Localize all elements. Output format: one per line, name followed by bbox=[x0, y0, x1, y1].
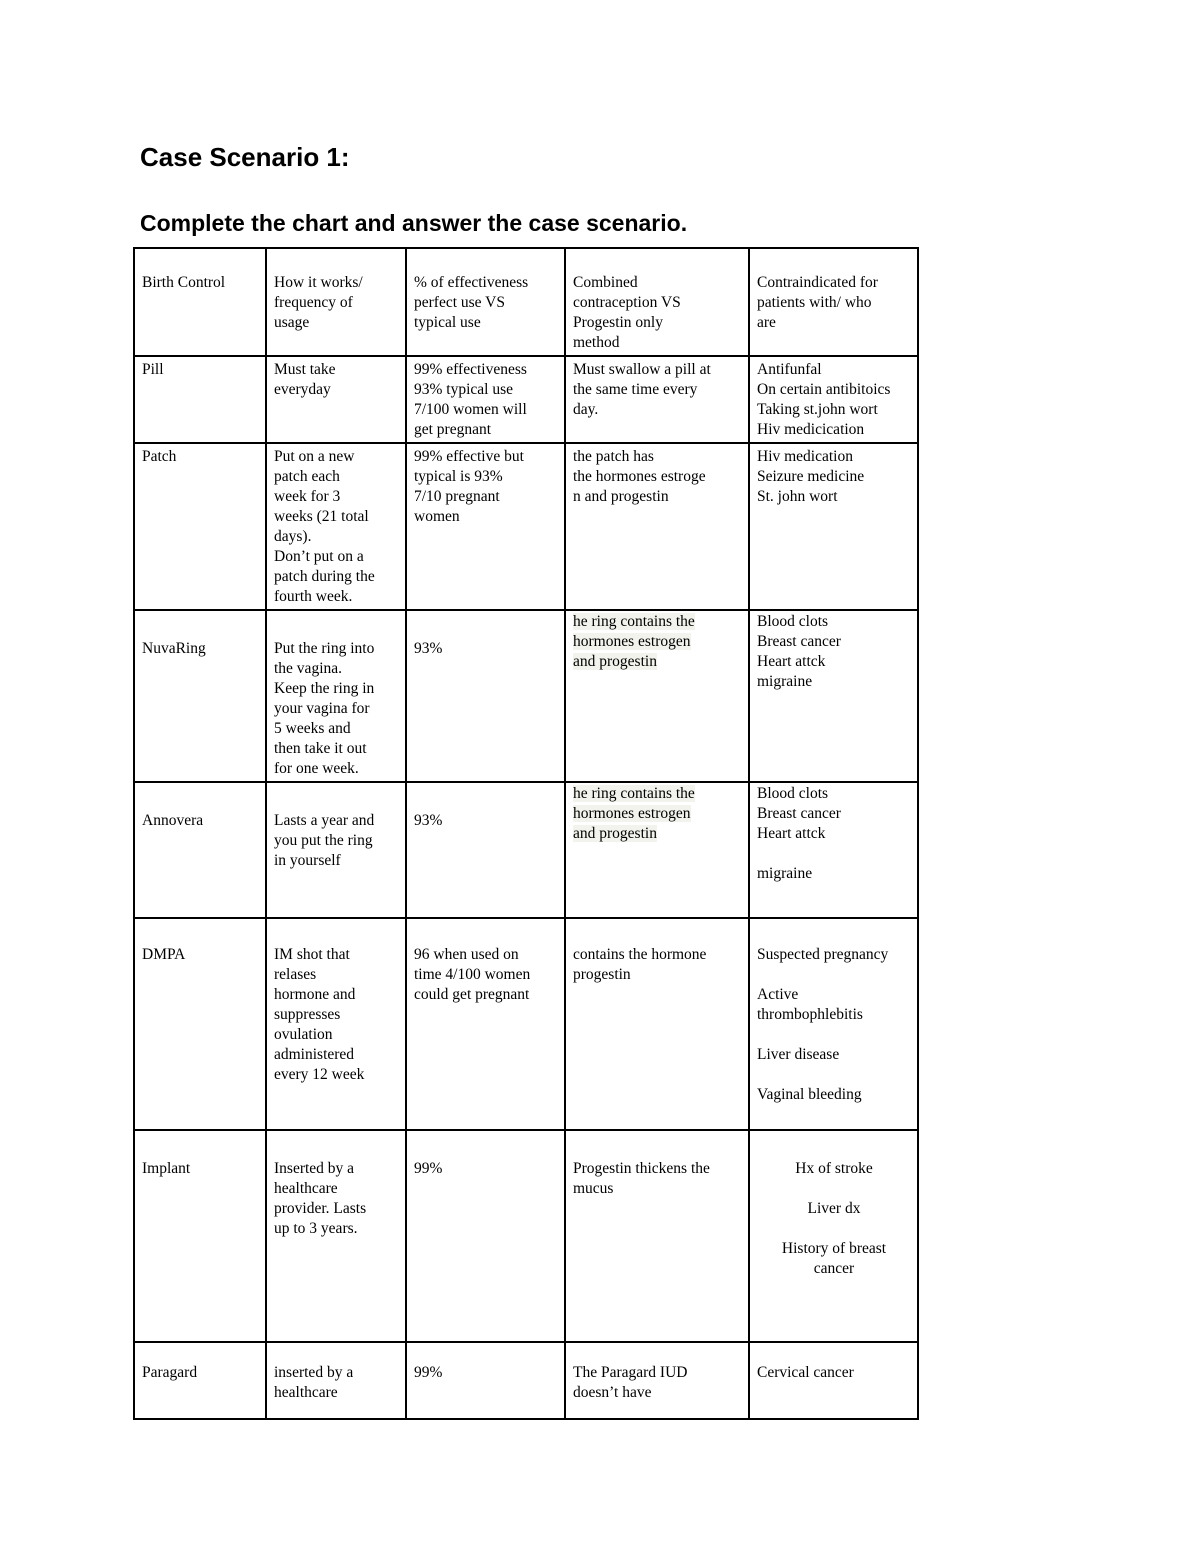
cell-patch-contraindicated: Hiv medication Seizure medicine St. john… bbox=[748, 442, 919, 611]
table-row-paragard: Paragard inserted by a healthcare 99% Th… bbox=[133, 1341, 919, 1420]
table-row-annovera: Annovera Lasts a year and you put the ri… bbox=[133, 781, 919, 919]
cell-implant-name: Implant bbox=[133, 1129, 267, 1343]
cell-implant-how: Inserted by a healthcare provider. Lasts… bbox=[265, 1129, 407, 1343]
cell-pill-contraindicated: Antifunfal On certain antibitoics Taking… bbox=[748, 355, 919, 444]
cell-nuvaring-combined: he ring contains the hormones estrogen a… bbox=[564, 609, 750, 783]
header-combined-vs-progestin: Combined contraception VS Progestin only… bbox=[564, 247, 750, 357]
cell-pill-how: Must take everyday bbox=[265, 355, 407, 444]
cell-nuvaring-how: Put the ring into the vagina. Keep the r… bbox=[265, 609, 407, 783]
table-row-nuvaring: NuvaRing Put the ring into the vagina. K… bbox=[133, 609, 919, 783]
cell-paragard-contraindicated: Cervical cancer bbox=[748, 1341, 919, 1420]
cell-implant-effectiveness: 99% bbox=[405, 1129, 566, 1343]
header-birth-control: Birth Control bbox=[133, 247, 267, 357]
cell-implant-combined: Progestin thickens the mucus bbox=[564, 1129, 750, 1343]
header-contraindicated: Contraindicated for patients with/ who a… bbox=[748, 247, 919, 357]
cell-dmpa-name: DMPA bbox=[133, 917, 267, 1131]
cell-annovera-effectiveness: 93% bbox=[405, 781, 566, 919]
cell-paragard-effectiveness: 99% bbox=[405, 1341, 566, 1420]
cell-annovera-how: Lasts a year and you put the ring in you… bbox=[265, 781, 407, 919]
cell-patch-name: Patch bbox=[133, 442, 267, 611]
cell-pill-effectiveness: 99% effectiveness 93% typical use 7/100 … bbox=[405, 355, 566, 444]
table-row-pill: Pill Must take everyday 99% effectivenes… bbox=[133, 355, 919, 444]
header-effectiveness: % of effectiveness perfect use VS typica… bbox=[405, 247, 566, 357]
header-how-it-works: How it works/ frequency of usage bbox=[265, 247, 407, 357]
cell-paragard-name: Paragard bbox=[133, 1341, 267, 1420]
cell-annovera-contraindicated: Blood clots Breast cancer Heart attck mi… bbox=[748, 781, 919, 919]
cell-annovera-name: Annovera bbox=[133, 781, 267, 919]
table-row-implant: Implant Inserted by a healthcare provide… bbox=[133, 1129, 919, 1343]
cell-nuvaring-effectiveness: 93% bbox=[405, 609, 566, 783]
cell-patch-combined: the patch has the hormones estroge n and… bbox=[564, 442, 750, 611]
page-title: Case Scenario 1: bbox=[140, 142, 350, 172]
table-header-row: Birth Control How it works/ frequency of… bbox=[133, 247, 919, 357]
cell-nuvaring-name: NuvaRing bbox=[133, 609, 267, 783]
cell-patch-how: Put on a new patch each week for 3 weeks… bbox=[265, 442, 407, 611]
cell-dmpa-contraindicated: Suspected pregnancy Active thrombophlebi… bbox=[748, 917, 919, 1131]
page-subtitle: Complete the chart and answer the case s… bbox=[140, 210, 688, 236]
birth-control-chart: Birth Control How it works/ frequency of… bbox=[133, 247, 919, 1420]
cell-paragard-combined: The Paragard IUD doesn’t have bbox=[564, 1341, 750, 1420]
table-row-patch: Patch Put on a new patch each week for 3… bbox=[133, 442, 919, 611]
cell-annovera-combined: he ring contains the hormones estrogen a… bbox=[564, 781, 750, 919]
cell-dmpa-how: IM shot that relases hormone and suppres… bbox=[265, 917, 407, 1131]
cell-dmpa-effectiveness: 96 when used on time 4/100 women could g… bbox=[405, 917, 566, 1131]
cell-dmpa-combined: contains the hormone progestin bbox=[564, 917, 750, 1131]
cell-implant-contraindicated: Hx of stroke Liver dx History of breast … bbox=[748, 1129, 919, 1343]
cell-patch-effectiveness: 99% effective but typical is 93% 7/10 pr… bbox=[405, 442, 566, 611]
cell-paragard-how: inserted by a healthcare bbox=[265, 1341, 407, 1420]
cell-pill-combined: Must swallow a pill at the same time eve… bbox=[564, 355, 750, 444]
highlighted-text: he ring contains the hormones estrogen a… bbox=[573, 613, 695, 670]
table-row-dmpa: DMPA IM shot that relases hormone and su… bbox=[133, 917, 919, 1131]
cell-pill-name: Pill bbox=[133, 355, 267, 444]
highlighted-text: he ring contains the hormones estrogen a… bbox=[573, 785, 695, 842]
cell-nuvaring-contraindicated: Blood clots Breast cancer Heart attck mi… bbox=[748, 609, 919, 783]
